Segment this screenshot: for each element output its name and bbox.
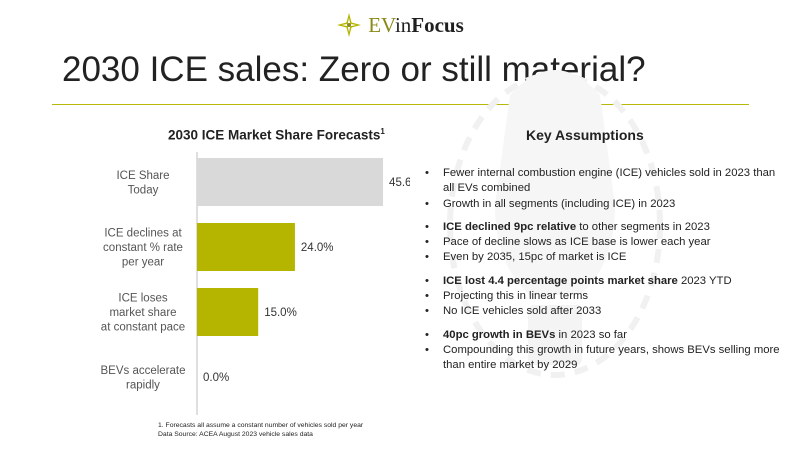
chart-title: 2030 ICE Market Share Forecasts1	[168, 127, 385, 143]
category-label-1: ICE declines at constant % rate per year	[103, 228, 183, 269]
assumption-bullet: Even by 2035, 15pc of market is ICE	[425, 250, 785, 266]
bar-2	[197, 288, 259, 336]
bar-0	[197, 158, 384, 206]
assumption-bullet: Compounding this growth in future years,…	[425, 343, 785, 374]
assumption-group: ICE lost 4.4 percentage points market sh…	[425, 274, 785, 320]
title-divider	[52, 104, 749, 105]
bar-value-label-1: 24.0%	[301, 242, 334, 254]
footnote-forecast: 1. Forecasts all assume a constant numbe…	[158, 422, 364, 429]
assumption-group: Fewer internal combustion engine (ICE) v…	[425, 166, 785, 212]
assumptions-list: Fewer internal combustion engine (ICE) v…	[425, 166, 785, 382]
assumption-bullet: Growth in all segments (including ICE) i…	[425, 197, 785, 213]
brand-logo: EVinFocus	[0, 10, 800, 40]
compass-star-icon	[337, 13, 362, 37]
bar-1	[197, 223, 295, 271]
assumption-bullet: 40pc growth in BEVs in 2023 so far	[425, 328, 785, 344]
footnotes: 1. Forecasts all assume a constant numbe…	[158, 421, 363, 439]
assumption-group: ICE declined 9pc relative to other segme…	[425, 220, 785, 266]
assumption-bullet: Projecting this in linear terms	[425, 289, 785, 305]
assumption-bullet: No ICE vehicles sold after 2033	[425, 304, 785, 320]
assumptions-title: Key Assumptions	[526, 127, 644, 143]
bar-value-label-3: 0.0%	[203, 372, 229, 384]
footnote-source: Data Source: ACEA August 2023 vehicle sa…	[158, 431, 313, 438]
brand-name: EVinFocus	[368, 12, 464, 37]
category-label-3: BEVs accelerate rapidly	[100, 365, 185, 392]
bar-value-label-2: 15.0%	[264, 307, 297, 319]
assumption-bullet: ICE declined 9pc relative to other segme…	[425, 220, 785, 236]
assumption-group: 40pc growth in BEVs in 2023 so farCompou…	[425, 328, 785, 374]
bar-value-label-0: 45.60%	[389, 177, 410, 189]
assumption-bullet: ICE lost 4.4 percentage points market sh…	[425, 274, 785, 290]
category-label-0: ICE Share Today	[116, 170, 169, 197]
assumption-bullet: Fewer internal combustion engine (ICE) v…	[425, 166, 785, 197]
category-label-2: ICE loses market share at constant pace	[101, 293, 185, 334]
assumption-bullet: Pace of decline slows as ICE base is low…	[425, 235, 785, 251]
